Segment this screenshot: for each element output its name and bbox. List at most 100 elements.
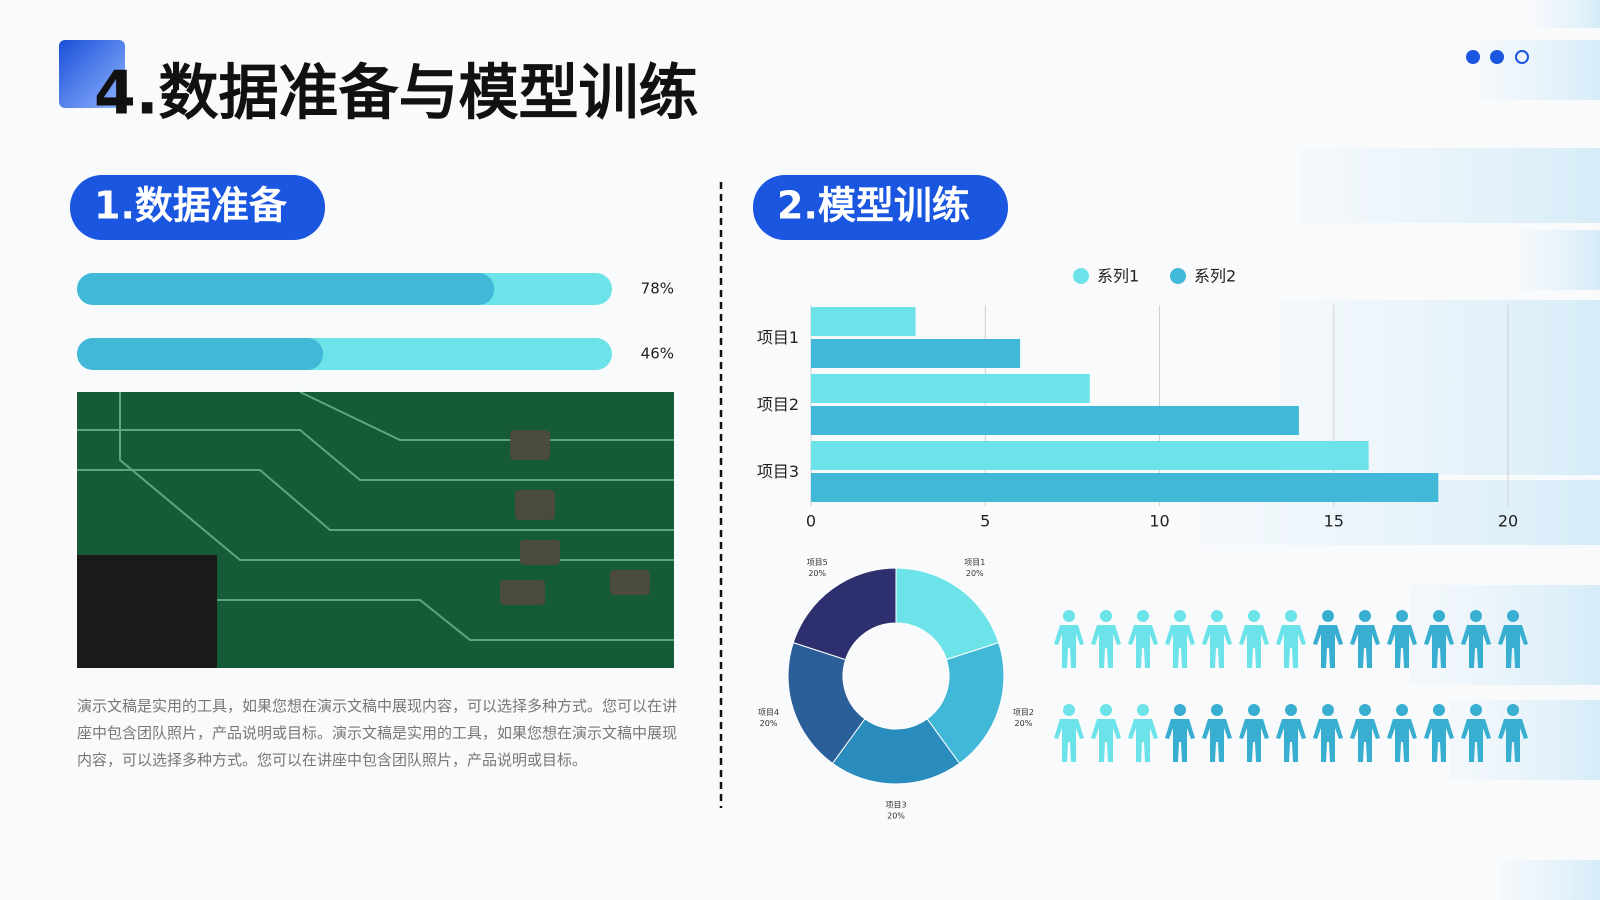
person-body (1054, 625, 1084, 668)
person-icon (1165, 610, 1195, 668)
person-head (1359, 704, 1371, 716)
bar (811, 374, 1090, 403)
section-heading: 1.数据准备 (94, 184, 288, 228)
person-body (1165, 719, 1195, 762)
paragraph: 演示文稿是实用的工具，如果您想在演示文稿中展现内容，可以选择多种方式。您可以在讲… (77, 697, 678, 769)
person-icon (1313, 610, 1343, 668)
person-head (1137, 610, 1149, 622)
person-body (1498, 625, 1528, 668)
person-icon (1091, 704, 1121, 762)
person-head (1322, 610, 1334, 622)
heading-pill (753, 175, 1008, 240)
section-heading: 2.模型训练 (777, 184, 970, 228)
person-icon (1387, 610, 1417, 668)
person-body (1054, 719, 1084, 762)
person-body (1165, 625, 1195, 668)
slide-title: 4.数据准备与模型训练 (94, 59, 699, 129)
person-head (1174, 610, 1186, 622)
person-body (1313, 719, 1343, 762)
legend-swatch (1073, 268, 1089, 284)
donut-slice (792, 567, 897, 661)
person-body (1461, 625, 1491, 668)
title-accent (59, 40, 125, 108)
slice-label: 20% (1015, 719, 1033, 728)
person-body (1461, 719, 1491, 762)
person-body (1128, 625, 1158, 668)
legend-swatch (1170, 268, 1186, 284)
slice-category: 项目4 (758, 708, 779, 717)
x-tick-label: 10 (1149, 512, 1169, 531)
person-icon (1276, 610, 1306, 668)
y-tick-label: 项目3 (757, 462, 799, 481)
photo (77, 391, 674, 668)
person-head (1470, 610, 1482, 622)
person-icon (1424, 610, 1454, 668)
slice-label: 20% (887, 812, 905, 821)
legend-label: 系列1 (1097, 267, 1139, 286)
bar (811, 406, 1299, 435)
person-body (1128, 719, 1158, 762)
donut-slice (831, 718, 961, 785)
slice-category: 项目2 (1013, 708, 1034, 717)
page-dots (1466, 50, 1529, 64)
person-body (1350, 625, 1380, 668)
person-head (1285, 704, 1297, 716)
person-icon (1461, 704, 1491, 762)
person-icon (1350, 704, 1380, 762)
person-head (1359, 610, 1371, 622)
person-body (1424, 625, 1454, 668)
person-body (1091, 625, 1121, 668)
person-icon (1239, 610, 1269, 668)
person-icon (1313, 704, 1343, 762)
progress-label: 78% (641, 280, 674, 298)
x-tick-label: 15 (1324, 512, 1344, 531)
slice-label: 20% (760, 719, 778, 728)
y-tick-label: 项目2 (757, 395, 799, 414)
person-head (1211, 704, 1223, 716)
person-icon (1498, 610, 1528, 668)
person-head (1100, 704, 1112, 716)
bar (811, 473, 1439, 502)
person-icon (1461, 610, 1491, 668)
progress-label: 46% (641, 345, 674, 363)
person-head (1211, 610, 1223, 622)
person-head (1248, 704, 1260, 716)
legend-label: 系列2 (1194, 267, 1236, 286)
bar (811, 339, 1021, 368)
person-head (1285, 610, 1297, 622)
slice-category: 项目1 (964, 558, 985, 567)
person-body (1239, 719, 1269, 762)
person-body (1091, 719, 1121, 762)
person-body (1387, 625, 1417, 668)
person-body (1239, 625, 1269, 668)
person-icon (1091, 610, 1121, 668)
bar (811, 441, 1369, 470)
person-head (1248, 610, 1260, 622)
progress-fill (77, 273, 495, 305)
person-head (1063, 610, 1075, 622)
progress-fill (77, 338, 324, 370)
person-icon (1276, 704, 1306, 762)
person-icon (1202, 610, 1232, 668)
donut-slice (895, 567, 1000, 661)
person-icon (1128, 704, 1158, 762)
person-body (1498, 719, 1528, 762)
person-head (1396, 610, 1408, 622)
person-head (1322, 704, 1334, 716)
person-head (1507, 610, 1519, 622)
donut-slice (926, 641, 1005, 765)
x-tick-label: 20 (1498, 512, 1518, 531)
donut-slice (787, 641, 866, 765)
person-icon (1054, 610, 1084, 668)
person-head (1174, 704, 1186, 716)
person-body (1202, 625, 1232, 668)
person-body (1202, 719, 1232, 762)
person-head (1470, 704, 1482, 716)
person-head (1396, 704, 1408, 716)
person-body (1350, 719, 1380, 762)
person-head (1433, 704, 1445, 716)
person-icon (1424, 704, 1454, 762)
person-body (1313, 625, 1343, 668)
slice-label: 20% (966, 569, 984, 578)
